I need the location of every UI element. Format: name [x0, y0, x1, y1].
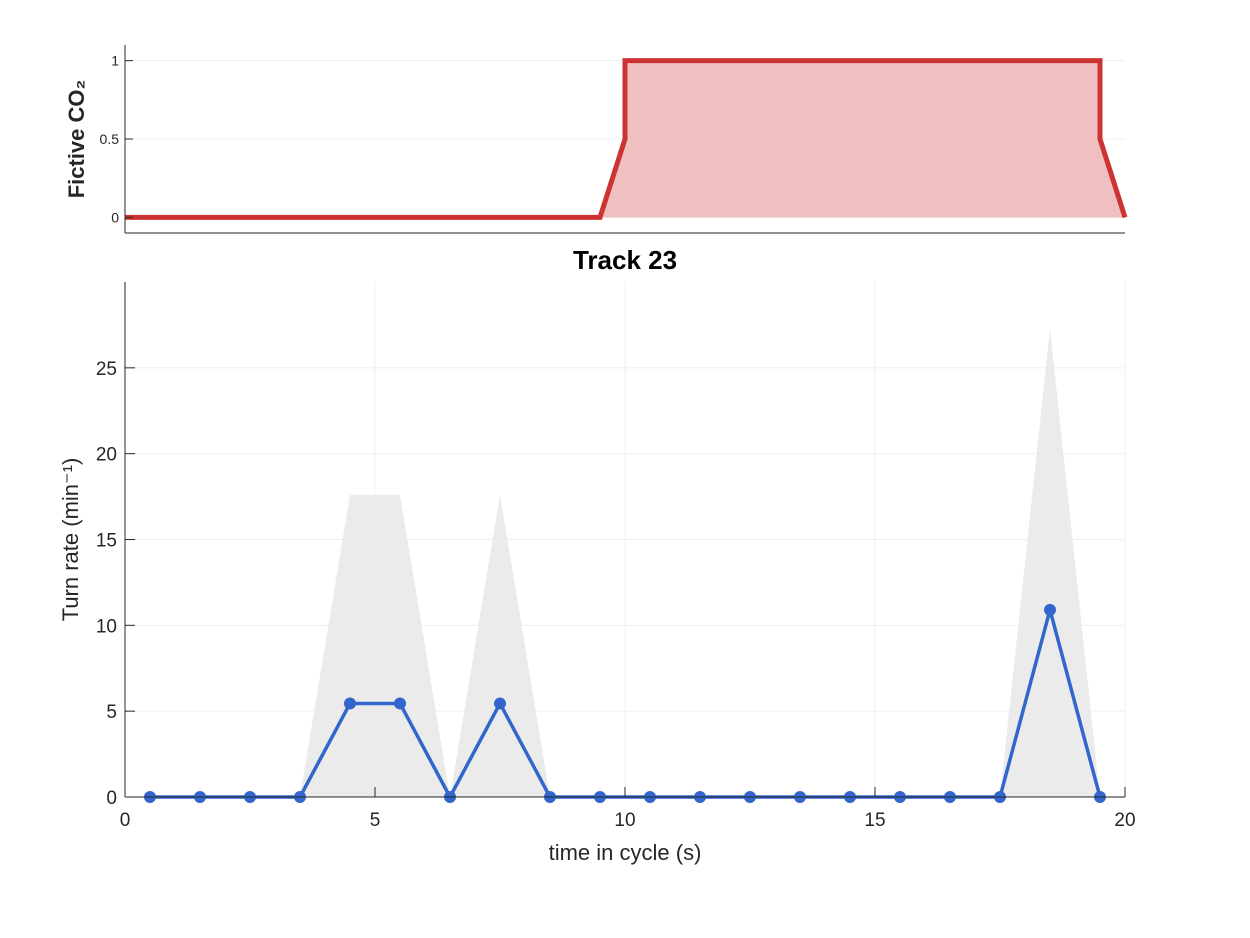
x-tick-label-0: 0 [120, 810, 131, 831]
turn-rate-grid [124, 282, 1126, 798]
chart-title: Track 23 [573, 245, 677, 275]
co2-line [125, 58, 1128, 220]
turn-rate-point-18 [1044, 603, 1056, 616]
co2-panel: 00.51 Fictive CO₂ [64, 45, 1128, 234]
turn-rate-y-tick-label-0: 0 [106, 788, 117, 809]
x-tick-label-1: 5 [370, 810, 381, 831]
turn-rate-point-4 [344, 697, 356, 710]
turn-rate-band [150, 328, 1100, 797]
co2-y-tick-label-2: 1 [111, 53, 119, 69]
turn-rate-y-axis-label: Turn rate (min⁻¹) [58, 458, 83, 622]
turn-rate-point-5 [394, 697, 406, 710]
x-axis-label: time in cycle (s) [549, 840, 702, 865]
x-tick-label-4: 20 [1114, 810, 1135, 831]
x-tick-label-2: 10 [614, 810, 635, 831]
turn-rate-y-tick-label-4: 20 [96, 445, 117, 466]
turn-rate-y-ticks: 0 5 10 15 20 25 [96, 359, 135, 809]
turn-rate-point-7 [494, 697, 506, 710]
turn-rate-y-tick-label-3: 15 [96, 531, 117, 552]
turn-rate-points [144, 603, 1106, 803]
co2-y-ticks: 00.51 [100, 53, 133, 225]
turn-rate-y-tick-label-2: 10 [96, 616, 117, 637]
turn-rate-y-tick-label-5: 25 [96, 359, 117, 380]
turn-rate-y-tick-label-1: 5 [106, 702, 117, 723]
co2-y-axis-label: Fictive CO₂ [64, 80, 89, 199]
turn-rate-x-ticks: 0 5 10 15 20 [120, 787, 1136, 831]
co2-y-tick-label-0: 0 [111, 209, 119, 225]
turn-rate-panel: Track 23 0 5 10 15 20 0 5 10 15 20 25 time in cyc… [58, 245, 1136, 865]
co2-y-tick-label-1: 0.5 [100, 131, 120, 147]
x-tick-label-3: 15 [864, 810, 885, 831]
